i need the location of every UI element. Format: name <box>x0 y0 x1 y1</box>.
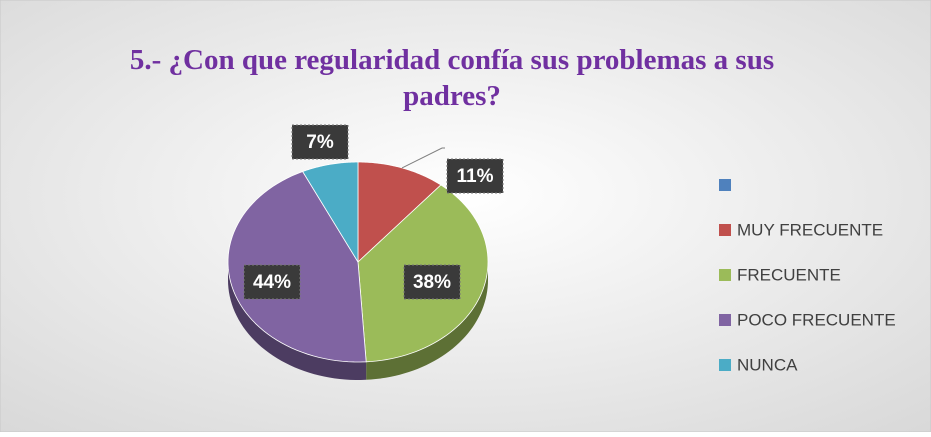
label-box <box>291 124 349 160</box>
label-box <box>403 264 461 300</box>
data-label: 7% <box>306 132 334 153</box>
legend-swatch <box>719 179 731 191</box>
label-box <box>446 158 504 194</box>
legend-label: FRECUENTE <box>737 265 841 284</box>
data-label: 11% <box>457 166 494 187</box>
data-label: 44% <box>253 272 291 293</box>
legend-swatch <box>719 359 731 371</box>
chart-title: 5.- ¿Con que regularidad confía sus prob… <box>130 44 774 112</box>
leader-line <box>401 147 445 169</box>
legend-label: MUY FRECUENTE <box>737 220 883 239</box>
pie-slice <box>302 161 359 264</box>
legend-label: NUNCA <box>737 355 798 374</box>
pie-side <box>366 262 488 380</box>
legend-swatch <box>719 269 731 281</box>
data-label: 38% <box>413 272 451 293</box>
legend-label: POCO FRECUENTE <box>737 310 896 329</box>
legend-swatch <box>719 224 731 236</box>
legend-swatch <box>719 314 731 326</box>
pie-side <box>228 262 367 380</box>
label-box <box>243 264 301 300</box>
